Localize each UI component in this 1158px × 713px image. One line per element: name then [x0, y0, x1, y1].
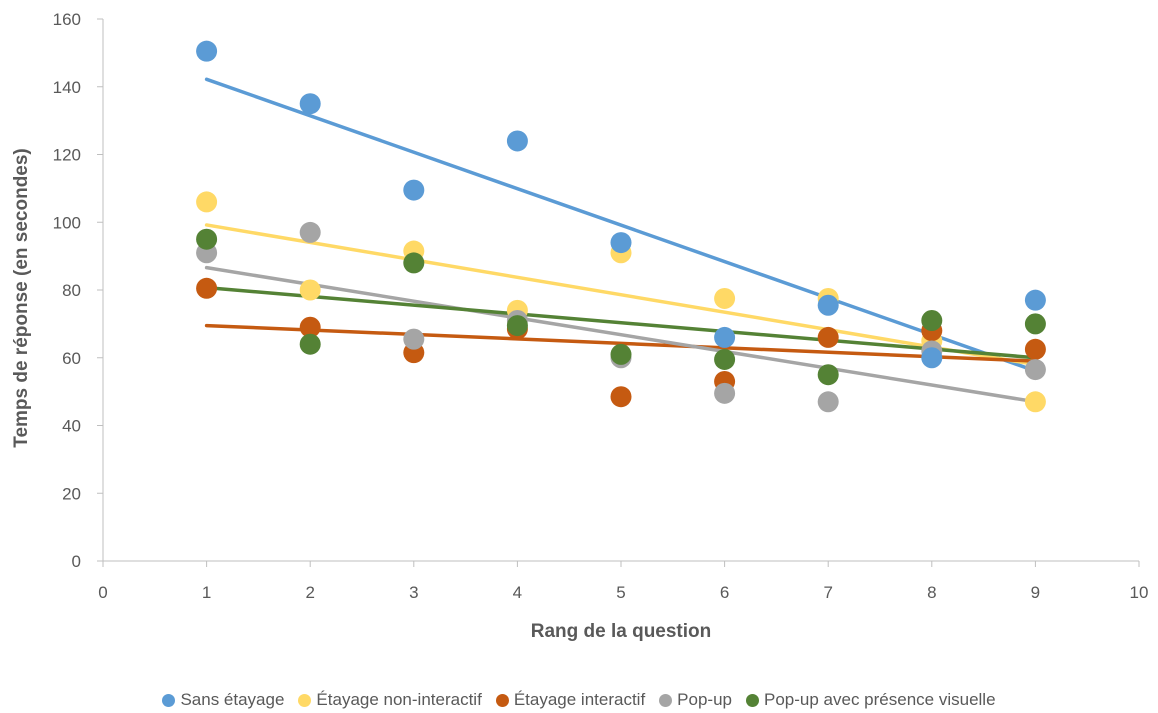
trendline [204, 223, 1038, 367]
data-point [714, 348, 736, 370]
data-point [403, 328, 425, 350]
data-point [403, 252, 425, 274]
scatter-chart: 0 20 40 60 80 100 120 140 160 0 1 2 3 4 5 6 7 8 9 10 Rang de… [11, 10, 1149, 642]
x-tick-label: 9 [1031, 583, 1040, 602]
legend-swatch [162, 693, 176, 707]
y-tick-label: 160 [53, 10, 81, 29]
data-point [299, 316, 321, 338]
x-tick-label: 5 [616, 583, 625, 602]
data-point [610, 232, 632, 254]
data-point [921, 347, 943, 369]
data-point [921, 309, 943, 331]
y-tick-label: 40 [62, 417, 81, 436]
x-tick-label: 6 [720, 583, 729, 602]
legend-swatch [495, 693, 509, 707]
legend-swatch [298, 693, 312, 707]
legend-label: Étayage interactif [513, 690, 646, 709]
legend-item: Pop-up avec présence visuelle [746, 690, 996, 710]
x-tick-label: 4 [513, 583, 522, 602]
y-axis-title: Temps de réponse (en secondes) [11, 148, 32, 448]
data-point [299, 93, 321, 115]
data-point [610, 343, 632, 365]
y-tick-label: 60 [62, 349, 81, 368]
data-point [299, 221, 321, 243]
legend-label: Étayage non-interactif [316, 690, 482, 709]
legend-swatch [659, 693, 673, 707]
data-point [196, 40, 218, 62]
legend-label: Pop-up avec présence visuelle [764, 690, 996, 709]
data-point [1024, 289, 1046, 311]
trendline [204, 265, 1038, 404]
data-point [610, 386, 632, 408]
legend-item: Sans étayage [162, 690, 284, 710]
trendline [204, 77, 1038, 373]
trendline [204, 323, 1038, 363]
data-point [1024, 338, 1046, 360]
data-point [817, 364, 839, 386]
data-point [196, 277, 218, 299]
legend-label: Sans étayage [180, 690, 285, 709]
data-point [714, 326, 736, 348]
data-point [506, 315, 528, 337]
y-tick-label: 120 [53, 146, 81, 165]
x-axis-title: Rang de la question [531, 621, 712, 642]
data-point [1024, 313, 1046, 335]
data-point [196, 228, 218, 250]
legend-item: Pop-up [659, 690, 732, 710]
data-point [1024, 391, 1046, 413]
data-point [1024, 359, 1046, 381]
y-tick-label: 80 [62, 281, 81, 300]
data-point [817, 391, 839, 413]
data-point [817, 294, 839, 316]
x-tick-label: 1 [202, 583, 211, 602]
chart-legend: Sans étayage Étayage non-interactif Étayag… [0, 688, 1158, 712]
data-point [714, 382, 736, 404]
data-point [817, 326, 839, 348]
x-tick-label: 10 [1130, 583, 1149, 602]
x-tick-label: 3 [409, 583, 418, 602]
y-tick-label: 100 [53, 213, 81, 232]
data-point [196, 191, 218, 213]
data-point [714, 287, 736, 309]
data-point [403, 179, 425, 201]
y-tick-label: 20 [62, 484, 81, 503]
y-tick-label: 140 [53, 78, 81, 97]
x-tick-label: 2 [305, 583, 314, 602]
data-point [299, 333, 321, 355]
x-tick-label: 0 [98, 583, 107, 602]
legend-item: Étayage interactif [495, 690, 646, 710]
y-tick-label: 0 [72, 552, 81, 571]
legend-item: Étayage non-interactif [298, 690, 482, 710]
x-tick-label: 8 [927, 583, 936, 602]
trendline [204, 285, 1038, 360]
legend-label: Pop-up [677, 690, 732, 709]
legend-swatch [746, 693, 759, 707]
data-point [299, 279, 321, 301]
x-tick-label: 7 [823, 583, 832, 602]
data-point [506, 130, 528, 152]
